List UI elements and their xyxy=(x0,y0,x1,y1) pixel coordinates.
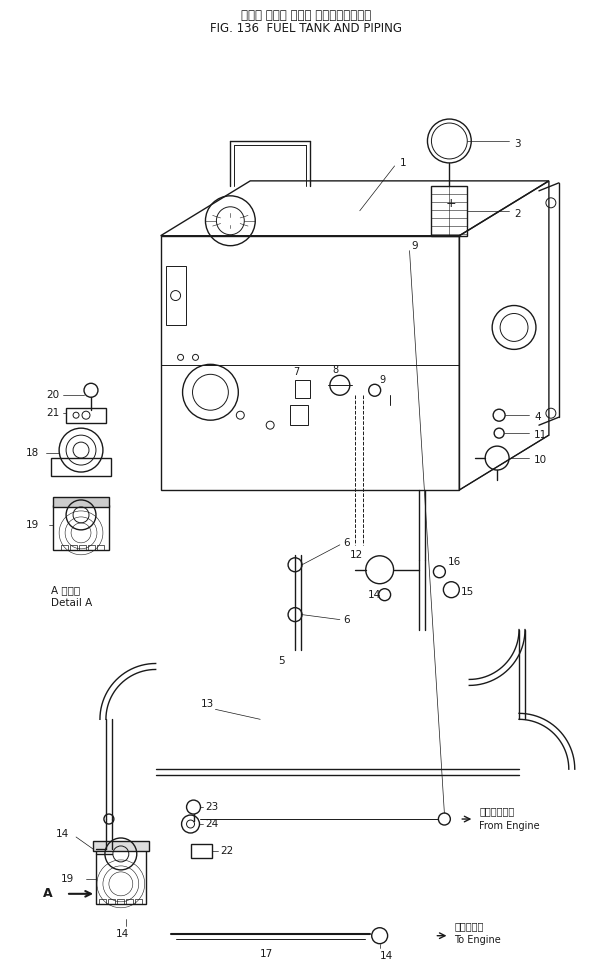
Text: 5: 5 xyxy=(278,656,285,667)
Text: 4: 4 xyxy=(534,412,541,422)
Bar xyxy=(70,545,77,550)
Bar xyxy=(53,497,109,507)
Bar xyxy=(93,841,149,851)
Text: 2: 2 xyxy=(514,209,520,219)
Text: 1: 1 xyxy=(400,158,406,167)
Text: 23: 23 xyxy=(205,802,219,812)
Text: 15: 15 xyxy=(462,587,474,596)
Text: エンジンから: エンジンから xyxy=(479,806,514,816)
Text: エンジンへ: エンジンへ xyxy=(454,921,484,930)
Text: 13: 13 xyxy=(200,699,214,710)
Text: 19: 19 xyxy=(26,520,39,529)
Bar xyxy=(290,406,308,425)
Text: From Engine: From Engine xyxy=(479,821,540,831)
Bar xyxy=(79,545,86,550)
Text: 6: 6 xyxy=(343,615,349,624)
Bar xyxy=(97,545,104,550)
Bar xyxy=(135,899,142,904)
Text: フェル タンク 配ピ パイピンク゚: フェル タンク 配ピ パイピンク゚ xyxy=(242,9,371,22)
Text: 12: 12 xyxy=(350,550,363,560)
Text: 3: 3 xyxy=(514,139,520,149)
Bar xyxy=(53,505,109,550)
Text: 6: 6 xyxy=(343,538,349,548)
Text: 9: 9 xyxy=(411,241,418,251)
Bar xyxy=(51,458,111,476)
Text: 10: 10 xyxy=(534,455,547,465)
Bar xyxy=(66,408,106,423)
Text: 11: 11 xyxy=(534,430,547,440)
Bar xyxy=(99,899,106,904)
Text: 9: 9 xyxy=(379,376,386,385)
Text: 17: 17 xyxy=(260,949,273,958)
Text: +: + xyxy=(446,197,456,210)
Text: 14: 14 xyxy=(368,590,381,600)
Text: 14: 14 xyxy=(379,951,393,960)
Bar xyxy=(117,899,124,904)
Text: 14: 14 xyxy=(116,928,129,939)
Bar xyxy=(191,844,213,858)
Bar xyxy=(88,545,95,550)
Bar xyxy=(61,545,68,550)
Text: 20: 20 xyxy=(46,390,59,400)
Text: 19: 19 xyxy=(61,874,74,884)
Bar xyxy=(108,899,115,904)
Text: 24: 24 xyxy=(205,819,219,829)
Text: A 詳細図: A 詳細図 xyxy=(51,585,80,594)
Text: 18: 18 xyxy=(26,448,39,458)
Text: 22: 22 xyxy=(221,846,234,856)
Circle shape xyxy=(427,119,471,163)
Text: To Engine: To Engine xyxy=(454,935,501,945)
Text: Detail A: Detail A xyxy=(51,597,93,608)
Bar xyxy=(432,186,467,236)
Text: FIG. 136  FUEL TANK AND PIPING: FIG. 136 FUEL TANK AND PIPING xyxy=(210,22,403,35)
Bar xyxy=(166,265,186,325)
Text: 14: 14 xyxy=(56,829,69,839)
Bar xyxy=(96,849,146,904)
Text: A: A xyxy=(43,888,53,900)
Bar xyxy=(295,380,310,398)
Text: 16: 16 xyxy=(447,557,460,567)
Text: 21: 21 xyxy=(46,408,59,418)
Bar xyxy=(430,133,470,147)
Bar xyxy=(126,899,133,904)
Text: 8: 8 xyxy=(332,365,338,376)
Text: 7: 7 xyxy=(293,367,299,378)
